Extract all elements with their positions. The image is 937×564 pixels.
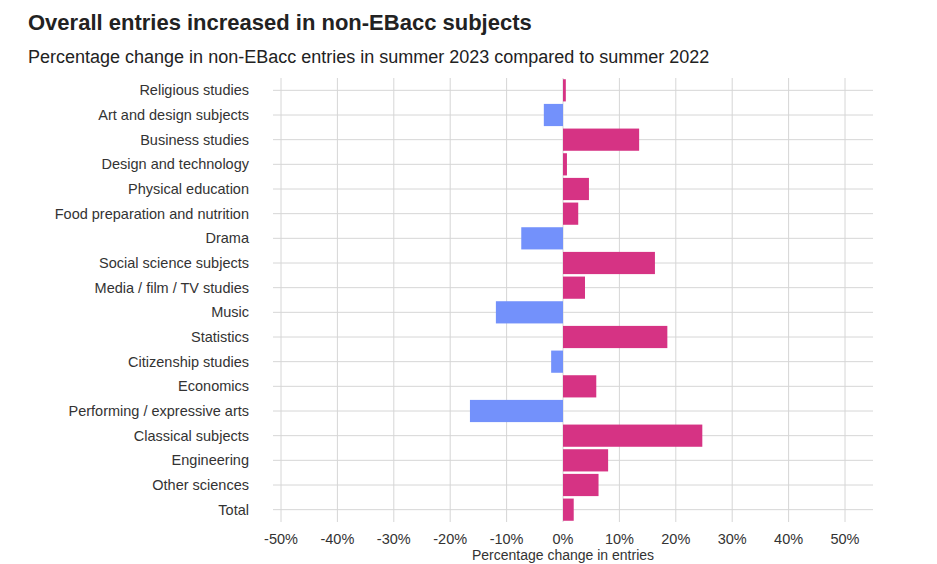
x-tick-label: -20%: [433, 531, 467, 547]
category-label: Media / film / TV studies: [95, 280, 249, 296]
category-label: Drama: [205, 230, 249, 246]
x-axis-label: Percentage change in entries: [472, 547, 654, 563]
category-label: Food preparation and nutrition: [55, 206, 249, 222]
category-label: Music: [211, 304, 249, 320]
category-grid-line: [273, 312, 873, 313]
bar: [563, 499, 574, 521]
x-tick-label: -10%: [490, 531, 524, 547]
subtitle: Percentage change in non-EBacc entries i…: [28, 47, 709, 67]
category-labels: Religious studies Art and design subjects…: [55, 82, 250, 517]
category-grid-line: [273, 361, 873, 362]
category-label: Physical education: [128, 181, 249, 197]
category-grid-line: [273, 115, 873, 116]
category-label: Design and technology: [101, 156, 249, 172]
category-label: Engineering: [172, 452, 249, 468]
bar: [563, 474, 599, 496]
x-tick-label: -40%: [320, 531, 354, 547]
x-grid-line: [281, 78, 282, 522]
category-label: Economics: [178, 378, 249, 394]
x-grid-line: [788, 78, 789, 522]
bar: [551, 351, 563, 373]
bar: [563, 449, 608, 471]
category-grid-line: [273, 90, 873, 91]
bar: [470, 400, 563, 422]
bars: [470, 79, 702, 521]
x-tick-label: -30%: [377, 531, 411, 547]
x-tick-label: 0%: [553, 531, 574, 547]
bar: [563, 203, 578, 225]
x-tick-label: 50%: [830, 531, 859, 547]
x-grid-line: [337, 78, 338, 522]
x-tick-label: 10%: [605, 531, 634, 547]
category-grid-line: [273, 411, 873, 412]
category-label: Business studies: [140, 132, 249, 148]
category-label: Art and design subjects: [98, 107, 249, 123]
x-tick-label: 30%: [718, 531, 747, 547]
x-grid-line: [506, 78, 507, 522]
category-label: Classical subjects: [134, 428, 249, 444]
x-tick-label: 40%: [774, 531, 803, 547]
category-label: Performing / expressive arts: [68, 403, 249, 419]
category-label: Total: [218, 502, 249, 518]
category-label: Citizenship studies: [128, 354, 249, 370]
category-grid-line: [273, 164, 873, 165]
x-grid-line: [845, 78, 846, 522]
x-grid-line: [675, 78, 676, 522]
bar: [563, 375, 596, 397]
bar: [563, 425, 702, 447]
chart: Overall entries increased in non-EBacc s…: [0, 0, 937, 564]
bar: [563, 79, 566, 101]
bar: [496, 301, 563, 323]
category-grid-line: [273, 238, 873, 239]
x-tick-label: -50%: [264, 531, 298, 547]
x-tick-labels: -50% -40% -30% -20% -10% 0% 10% 20% 30% 40% 50%: [264, 531, 860, 547]
category-label: Social science subjects: [99, 255, 249, 271]
grid: [273, 78, 873, 522]
category-label: Religious studies: [139, 82, 249, 98]
bar: [563, 277, 585, 299]
x-grid-line: [450, 78, 451, 522]
category-label: Other sciences: [152, 477, 249, 493]
bar: [563, 326, 667, 348]
x-grid-line: [732, 78, 733, 522]
x-grid-line: [393, 78, 394, 522]
bar: [563, 153, 567, 175]
bar: [544, 104, 563, 126]
bar: [563, 178, 589, 200]
title: Overall entries increased in non-EBacc s…: [28, 10, 532, 35]
category-label: Statistics: [191, 329, 249, 345]
bar: [521, 227, 563, 249]
bar: [563, 129, 639, 151]
x-tick-label: 20%: [661, 531, 690, 547]
bar: [563, 252, 655, 274]
